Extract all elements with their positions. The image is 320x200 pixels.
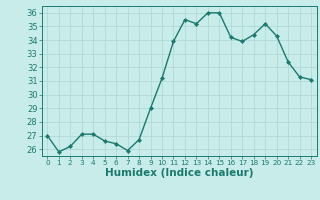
X-axis label: Humidex (Indice chaleur): Humidex (Indice chaleur) [105, 168, 253, 178]
